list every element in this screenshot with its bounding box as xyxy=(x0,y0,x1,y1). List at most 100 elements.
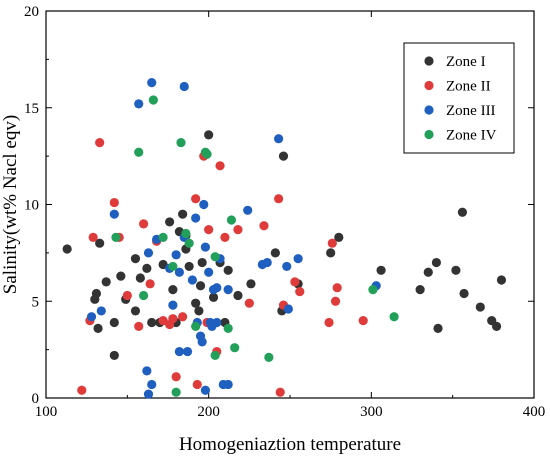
data-point xyxy=(290,277,300,287)
data-point xyxy=(143,389,154,399)
data-point xyxy=(233,225,243,235)
data-point xyxy=(134,99,144,109)
data-point xyxy=(334,232,344,242)
data-point xyxy=(142,366,152,376)
data-point xyxy=(202,149,212,159)
data-point xyxy=(230,343,240,353)
data-point xyxy=(130,306,141,316)
data-point xyxy=(324,317,334,328)
data-point xyxy=(93,323,103,333)
x-axis-title: Homogeniaztion temperature xyxy=(179,434,401,455)
data-point xyxy=(171,387,181,397)
data-point xyxy=(88,232,98,242)
data-point xyxy=(212,317,222,328)
data-point xyxy=(191,321,201,332)
data-point xyxy=(204,130,214,140)
legend-marker xyxy=(424,80,434,91)
data-point xyxy=(194,306,204,316)
y-tick-label: 20 xyxy=(24,4,39,20)
data-point xyxy=(376,265,386,275)
data-point xyxy=(274,194,284,204)
data-point xyxy=(148,95,158,105)
data-point xyxy=(264,352,274,362)
data-point xyxy=(275,387,285,397)
data-point xyxy=(223,285,233,295)
data-point xyxy=(451,265,461,275)
data-point xyxy=(178,312,188,322)
data-point xyxy=(147,77,157,88)
data-point xyxy=(423,267,433,277)
legend-label: Zone IV xyxy=(446,128,497,144)
data-point xyxy=(358,316,368,326)
data-point xyxy=(278,151,289,161)
data-point xyxy=(389,312,399,322)
data-point xyxy=(147,379,157,390)
data-point xyxy=(496,275,507,285)
y-tick-label: 15 xyxy=(24,101,39,117)
legend-marker xyxy=(424,105,434,115)
data-point xyxy=(259,221,269,231)
y-tick-label: 5 xyxy=(32,294,40,310)
data-point xyxy=(326,248,336,258)
data-point xyxy=(178,209,188,219)
x-tick-label: 400 xyxy=(523,404,546,420)
data-point xyxy=(101,277,111,287)
data-point xyxy=(168,300,178,310)
legend-label: Zone II xyxy=(446,79,491,95)
data-point xyxy=(171,372,181,382)
data-point xyxy=(158,232,168,242)
data-point xyxy=(176,137,186,148)
data-point xyxy=(187,275,197,285)
data-point xyxy=(174,267,184,277)
data-point xyxy=(491,321,502,332)
data-point xyxy=(246,279,256,289)
data-point xyxy=(179,81,189,92)
data-point xyxy=(147,317,157,328)
legend-label: Zone I xyxy=(446,54,486,70)
data-point xyxy=(330,296,341,306)
data-point xyxy=(86,312,97,322)
data-point xyxy=(109,317,119,328)
data-point xyxy=(135,273,145,283)
data-point xyxy=(244,298,254,308)
data-point xyxy=(223,379,233,390)
data-point xyxy=(77,385,87,395)
x-tick-label: 100 xyxy=(35,404,58,420)
data-point xyxy=(223,265,233,275)
data-point xyxy=(111,232,121,242)
data-point xyxy=(200,242,211,252)
data-point xyxy=(208,292,219,302)
data-point xyxy=(204,225,214,235)
data-point xyxy=(165,217,175,227)
data-point xyxy=(122,290,132,301)
data-point xyxy=(139,219,149,229)
data-point xyxy=(168,261,178,272)
data-point xyxy=(282,261,292,272)
data-point xyxy=(457,207,468,217)
data-point xyxy=(181,228,191,239)
y-tick-label: 0 xyxy=(32,391,40,407)
data-point xyxy=(197,337,207,347)
data-point xyxy=(95,137,105,148)
data-point xyxy=(184,238,194,248)
data-point xyxy=(295,286,305,297)
data-point xyxy=(109,197,119,208)
data-point xyxy=(109,209,119,219)
data-point xyxy=(270,248,280,258)
data-point xyxy=(96,306,106,316)
data-point xyxy=(226,215,237,225)
data-point xyxy=(184,261,194,272)
legend-marker xyxy=(424,129,434,140)
data-point xyxy=(62,244,72,254)
data-point xyxy=(262,257,272,268)
data-point xyxy=(116,271,126,281)
data-point xyxy=(142,263,152,273)
data-point xyxy=(415,285,425,295)
data-point xyxy=(199,199,209,210)
data-point xyxy=(192,379,202,390)
data-point xyxy=(143,248,154,258)
data-point xyxy=(459,288,469,299)
data-point xyxy=(433,323,443,333)
data-point xyxy=(293,254,303,264)
